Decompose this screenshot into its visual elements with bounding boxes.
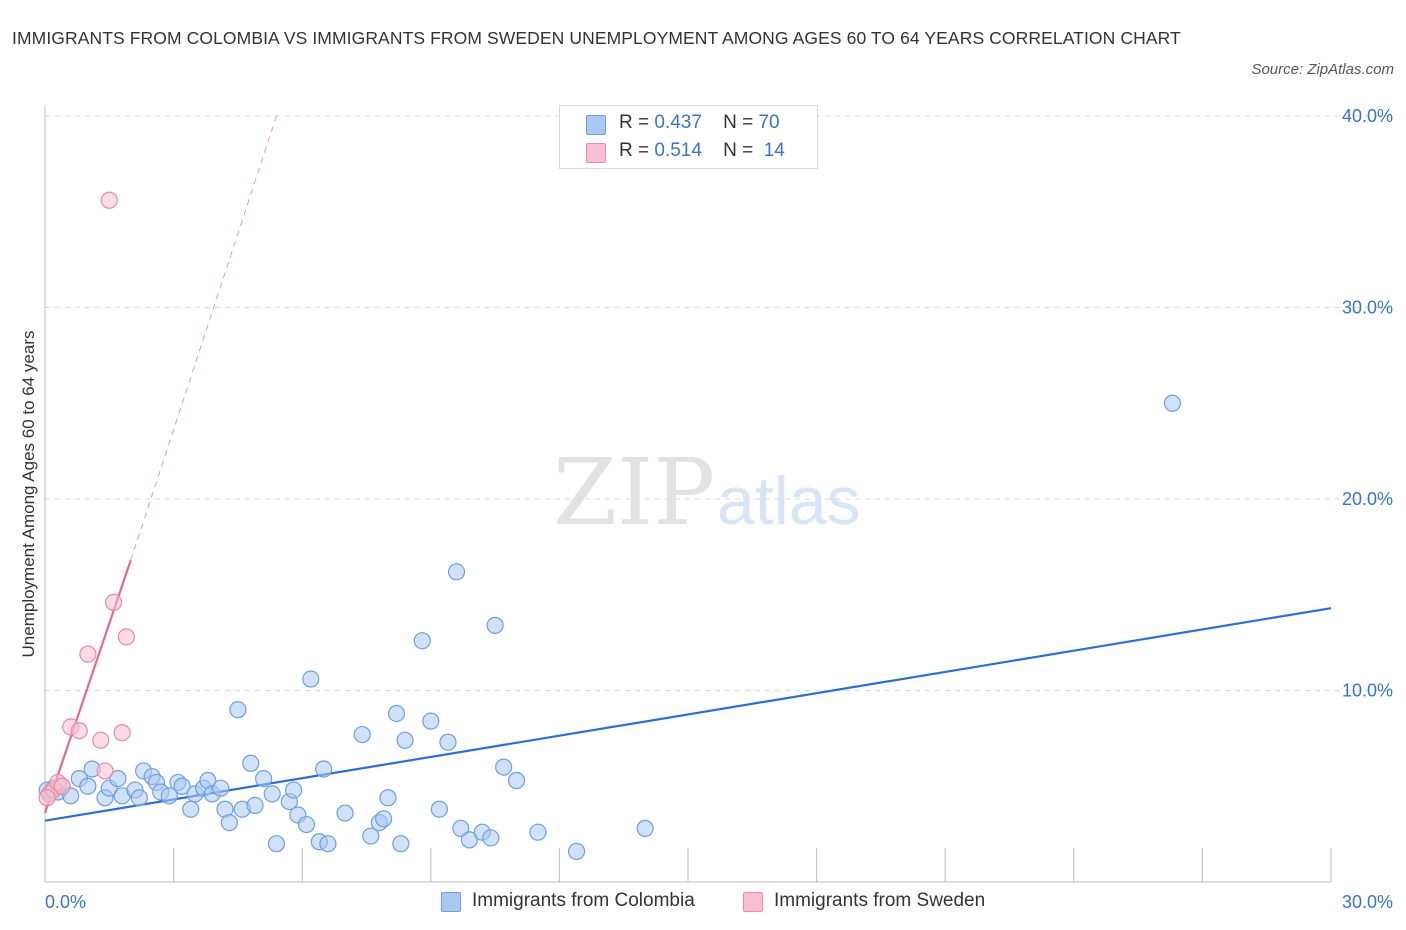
- point-colombia: [160, 787, 178, 805]
- point-colombia: [482, 829, 500, 847]
- point-colombia: [396, 731, 414, 749]
- point-colombia: [246, 796, 264, 815]
- gridlines: [45, 115, 1391, 691]
- point-sweden: [117, 628, 136, 646]
- point-colombia: [387, 704, 406, 723]
- point-colombia: [486, 616, 504, 634]
- point-colombia: [439, 733, 457, 751]
- y-axis-label: Unemployment Among Ages 60 to 64 years: [19, 331, 38, 658]
- point-colombia: [315, 760, 333, 778]
- point-sweden: [53, 777, 71, 795]
- point-colombia: [495, 758, 513, 776]
- point-colombia: [242, 754, 260, 772]
- point-colombia: [362, 827, 380, 845]
- point-colombia: [182, 800, 200, 818]
- legend-r-value: 0.514: [654, 140, 702, 161]
- legend-swatch-colombia: [586, 115, 606, 135]
- point-colombia: [375, 810, 393, 828]
- point-colombia: [353, 725, 371, 744]
- watermark: ZIP atlas: [553, 439, 861, 546]
- x-axis-ticks: [44, 848, 1332, 882]
- x-tick-label: 30.0%: [1342, 892, 1393, 912]
- point-sweden: [79, 645, 97, 663]
- point-colombia: [285, 781, 303, 799]
- x-tick-label: 0.0%: [45, 892, 86, 912]
- point-sweden: [70, 722, 88, 740]
- y-tick-label: 10.0%: [1342, 681, 1393, 701]
- bottom-legend-label-colombia: Immigrants from Colombia: [472, 890, 695, 911]
- series-colombia-points: [38, 394, 1181, 860]
- point-colombia: [507, 771, 526, 790]
- watermark-zip: ZIP: [553, 439, 715, 546]
- point-sweden: [38, 789, 56, 807]
- point-colombia: [636, 819, 654, 837]
- point-colombia: [460, 831, 478, 849]
- point-colombia: [430, 800, 448, 818]
- point-colombia: [267, 835, 286, 853]
- legend-text-sweden: R = 0.514 N = 14: [619, 140, 785, 162]
- point-colombia: [413, 632, 431, 650]
- y-tick-label: 40.0%: [1342, 106, 1393, 126]
- legend-r-value: 0.437: [654, 112, 702, 133]
- point-colombia: [336, 804, 354, 822]
- point-sweden: [100, 191, 118, 209]
- point-sweden: [104, 593, 123, 612]
- point-colombia: [529, 823, 547, 841]
- correlation-legend: R = 0.437 N = 70 R = 0.514 N = 14: [559, 105, 818, 169]
- y-tick-label: 20.0%: [1342, 489, 1393, 509]
- point-colombia: [392, 835, 410, 853]
- point-colombia: [263, 785, 281, 803]
- point-colombia: [109, 769, 127, 788]
- point-colombia: [447, 563, 466, 581]
- legend-n-label: N =: [723, 140, 754, 161]
- point-sweden: [92, 731, 110, 749]
- y-tick-label: 30.0%: [1342, 298, 1393, 318]
- bottom-legend-label-sweden: Immigrants from Sweden: [774, 890, 986, 911]
- point-colombia: [422, 712, 440, 730]
- point-colombia: [319, 835, 337, 853]
- point-colombia: [212, 779, 230, 797]
- point-colombia: [130, 789, 148, 807]
- watermark-atlas: atlas: [717, 463, 861, 539]
- chart-title: IMMIGRANTS FROM COLOMBIA VS IMMIGRANTS F…: [12, 28, 1181, 48]
- point-colombia: [567, 842, 586, 860]
- point-colombia: [255, 769, 273, 788]
- bottom-legend-swatch-colombia: [441, 892, 461, 912]
- point-colombia: [302, 670, 320, 688]
- point-colombia: [452, 819, 470, 837]
- point-colombia: [1163, 394, 1181, 412]
- legend-text-colombia: R = 0.437 N = 70: [619, 112, 780, 134]
- chart-source: Source: ZipAtlas.com: [1251, 61, 1394, 78]
- point-colombia: [173, 777, 191, 795]
- legend-n-label: N =: [723, 112, 754, 133]
- point-colombia: [229, 701, 247, 719]
- legend-n-value: 70: [758, 112, 780, 133]
- y-tick-labels: 10.0% 20.0% 30.0% 40.0%: [1342, 106, 1393, 701]
- series-sweden-points: [38, 191, 136, 807]
- point-colombia: [297, 815, 316, 834]
- legend-swatch-sweden: [586, 143, 606, 163]
- point-sweden: [113, 724, 131, 742]
- point-colombia: [79, 777, 97, 795]
- point-sweden: [96, 762, 114, 780]
- bottom-legend-swatch-sweden: [743, 892, 763, 912]
- point-colombia: [220, 814, 238, 832]
- point-colombia: [379, 789, 397, 807]
- legend-n-value: 14: [763, 140, 785, 161]
- x-tick-labels: 0.0% 30.0%: [45, 892, 1393, 912]
- trendline-sweden-extension: [130, 115, 277, 561]
- legend-r-label: R =: [619, 112, 650, 133]
- legend-r-label: R =: [619, 140, 650, 161]
